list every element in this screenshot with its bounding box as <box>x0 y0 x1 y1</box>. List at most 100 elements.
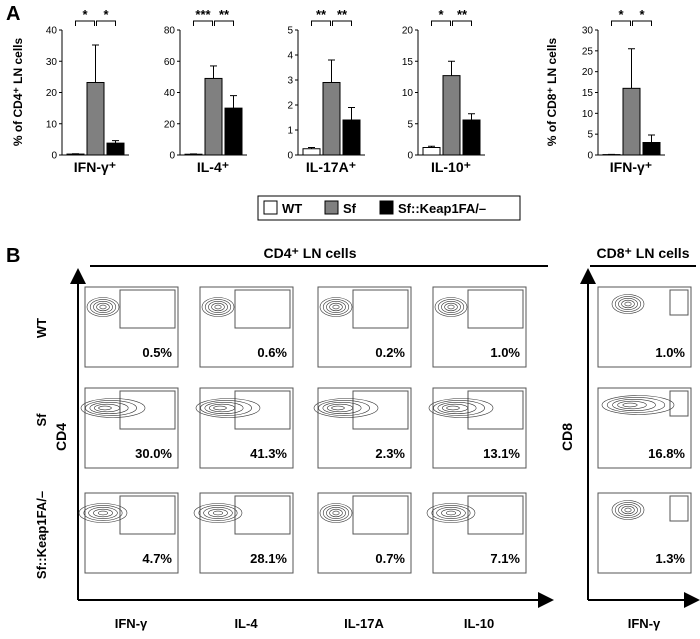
row-label: WT <box>34 318 49 338</box>
legend-label: Sf::Keap1FA/– <box>398 201 486 216</box>
panel-label: A <box>6 3 20 25</box>
y-tick-label: 25 <box>582 46 594 57</box>
y-axis-label: CD4 <box>53 423 69 451</box>
gate <box>352 289 409 329</box>
x-axis-label: IL-10 <box>464 616 494 631</box>
y-tick-label: 20 <box>164 119 176 130</box>
contour <box>208 508 228 518</box>
contour <box>89 401 129 414</box>
contour <box>445 510 457 516</box>
contour <box>88 506 118 519</box>
percentage: 1.3% <box>655 551 685 566</box>
sig-bracket <box>632 20 652 26</box>
contour <box>212 510 224 516</box>
contour <box>433 400 485 416</box>
contour <box>213 405 227 411</box>
y-tick-label: 60 <box>164 57 176 68</box>
x-category-label: IFN-γ⁺ <box>610 159 652 175</box>
y-tick-label: 3 <box>287 76 293 87</box>
sig-label: * <box>639 7 645 22</box>
legend-swatch <box>263 200 278 215</box>
y-tick-label: 40 <box>164 88 176 99</box>
contour <box>431 505 471 521</box>
percentage: 28.1% <box>250 551 287 566</box>
column-header: CD8⁺ LN cells <box>597 245 690 261</box>
contour <box>203 506 233 519</box>
row-label: Sf::Keap1FA/– <box>34 491 49 579</box>
percentage: 7.1% <box>490 551 520 566</box>
sig-label: ** <box>457 7 468 22</box>
contour <box>319 503 353 523</box>
x-axis-label: IL-17A <box>344 616 384 631</box>
contour <box>198 505 238 521</box>
gate <box>234 289 291 329</box>
y-tick-label: 15 <box>582 88 594 99</box>
y-tick-label: 5 <box>407 119 413 130</box>
y-tick-label: 0 <box>169 151 175 162</box>
bar <box>622 87 641 156</box>
flow-plot <box>199 286 294 368</box>
contour <box>614 296 642 312</box>
y-tick-label: 80 <box>164 26 176 37</box>
bar <box>302 148 321 156</box>
contour <box>624 301 632 307</box>
contour <box>200 400 252 416</box>
flow-plot <box>317 492 412 574</box>
y-tick-label: 40 <box>46 26 58 37</box>
contour <box>322 299 350 315</box>
contour <box>93 508 113 518</box>
contour <box>204 299 232 315</box>
y-tick-label: 4 <box>287 51 293 62</box>
bar <box>224 107 243 156</box>
contour <box>601 395 675 415</box>
contour <box>78 503 128 523</box>
contour <box>208 403 236 413</box>
contour <box>621 505 635 515</box>
y-tick-label: 2 <box>287 101 293 112</box>
contour <box>332 304 340 310</box>
flow-plot <box>317 286 412 368</box>
contour <box>329 508 343 518</box>
x-category-label: IL-10⁺ <box>431 159 471 175</box>
gate <box>352 390 409 430</box>
contour <box>428 398 494 418</box>
contour <box>611 294 645 314</box>
gate <box>234 390 291 430</box>
sig-label: ** <box>316 7 327 22</box>
x-axis-label: IFN-γ <box>115 616 148 631</box>
contour <box>441 300 461 313</box>
contour <box>617 400 647 410</box>
contour <box>89 299 117 315</box>
bar <box>422 147 441 156</box>
contour <box>444 302 458 312</box>
percentage: 2.3% <box>375 446 405 461</box>
percentage: 0.6% <box>257 345 287 360</box>
gate <box>119 289 176 329</box>
contour <box>326 300 346 313</box>
contour <box>426 503 476 523</box>
contour <box>446 405 460 411</box>
percentage: 16.8% <box>648 446 685 461</box>
gate <box>119 495 176 535</box>
sig-label: * <box>82 7 88 22</box>
panel-label: B <box>6 245 20 267</box>
contour <box>612 398 656 411</box>
flow-plot <box>84 286 179 368</box>
bar <box>322 82 341 156</box>
contour <box>441 403 469 413</box>
sig-bracket <box>75 20 95 26</box>
contour <box>98 405 112 411</box>
sig-bracket <box>431 20 451 26</box>
y-tick-label: 20 <box>402 26 414 37</box>
sig-label: ** <box>337 7 348 22</box>
contour <box>204 401 244 414</box>
y-axis-label: CD8 <box>559 423 575 451</box>
sig-bracket <box>611 20 631 26</box>
y-tick-label: 10 <box>582 109 594 120</box>
sig-bracket <box>96 20 116 26</box>
x-axis-label: IL-4 <box>234 616 258 631</box>
gate <box>467 495 524 535</box>
contour <box>322 505 350 521</box>
contour <box>621 299 635 309</box>
